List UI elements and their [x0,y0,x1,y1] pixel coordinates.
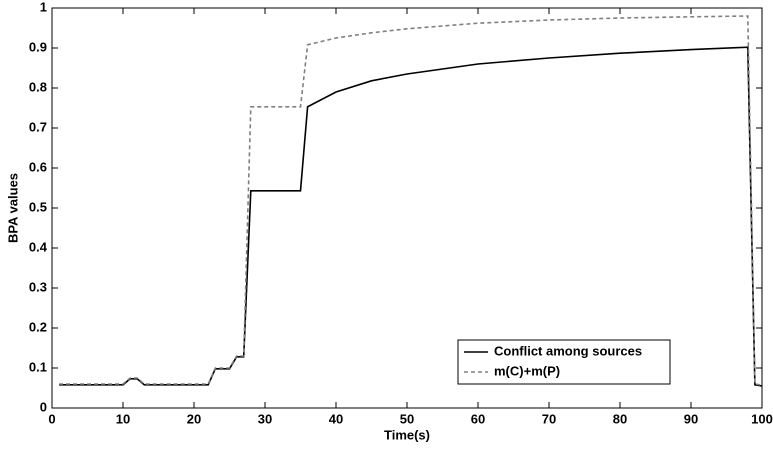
x-tick-label: 50 [400,411,414,426]
x-tick-label: 80 [613,411,627,426]
y-tick-label: 0.1 [29,359,47,374]
y-tick-label: 0.8 [29,79,47,94]
x-tick-label: 100 [751,411,773,426]
y-tick-label: 1 [40,0,47,14]
series-line [59,46,763,387]
y-tick-label: 0 [40,399,47,414]
y-tick-label: 0.3 [29,279,47,294]
x-tick-label: 60 [471,411,485,426]
y-tick-label: 0.2 [29,319,47,334]
x-tick-label: 40 [329,411,343,426]
y-tick-label: 0.5 [29,199,47,214]
y-axis-label: BPA values [5,173,20,243]
x-tick-label: 10 [116,411,130,426]
series-line [59,15,763,386]
legend-label: m(C)+m(P) [494,363,560,378]
x-tick-label: 90 [684,411,698,426]
y-tick-label: 0.6 [29,159,47,174]
x-axis-label: Time(s) [384,427,430,442]
y-tick-label: 0.9 [29,39,47,54]
y-tick-label: 0.7 [29,119,47,134]
x-tick-label: 20 [187,411,201,426]
legend: Conflict among sources m(C)+m(P) [457,339,671,385]
legend-label: Conflict among sources [494,343,642,358]
x-tick-label: 30 [258,411,272,426]
x-tick-label: 70 [542,411,556,426]
legend-box [457,339,671,385]
y-tick-label: 0.4 [29,239,48,254]
x-tick-label: 0 [48,411,55,426]
